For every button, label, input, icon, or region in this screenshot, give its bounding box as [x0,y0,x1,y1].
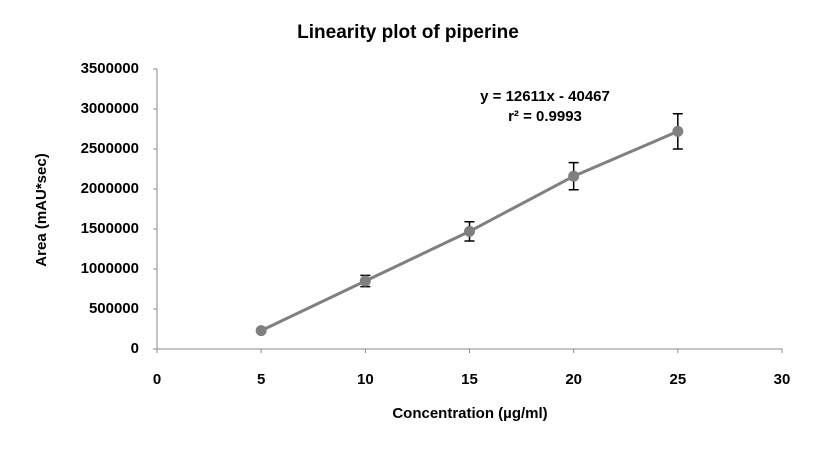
y-tick-label: 1500000 [81,220,139,237]
y-tick-label: 0 [131,340,139,357]
y-tick-label: 3500000 [81,60,139,77]
y-tick-label: 2500000 [81,140,139,157]
x-tick-label: 10 [357,371,374,388]
x-tick-label: 5 [257,371,265,388]
data-point [464,225,475,237]
data-point [359,275,371,287]
equation: y = 12611x - 40467 [480,88,610,105]
x-tick-label: 25 [669,371,686,388]
y-axis-label: Area (mAU*sec) [33,153,50,266]
data-point [672,125,684,137]
chart-title: Linearity plot of piperine [297,22,519,43]
x-tick-label: 15 [461,371,478,388]
y-tick-label: 500000 [89,300,139,317]
r-squared: r² = 0.9993 [508,108,582,125]
data-point [568,170,580,182]
x-tick-label: 30 [774,371,791,388]
y-tick-label: 2000000 [81,180,139,197]
x-tick-label: 20 [565,371,582,388]
data-point [255,325,267,337]
y-tick-label: 1000000 [81,260,139,277]
y-tick-label: 3000000 [81,100,139,117]
x-axis-label: Concentration (µg/ml) [392,405,547,422]
x-tick-label: 0 [153,371,161,388]
